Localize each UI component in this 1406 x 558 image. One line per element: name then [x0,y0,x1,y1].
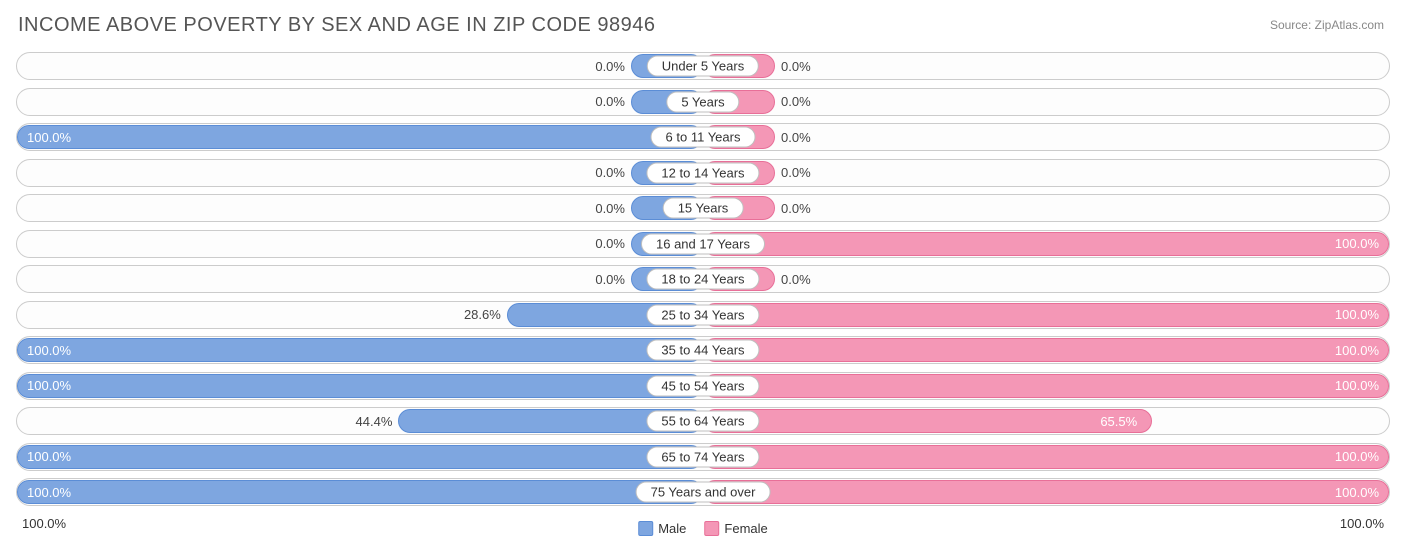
bar-female [703,232,1389,256]
chart-row: 0.0% 0.0% Under 5 Years [16,52,1390,80]
bar-female [703,445,1389,469]
value-label-female: 0.0% [781,195,811,221]
category-label: 65 to 74 Years [646,446,759,467]
bar-female [703,374,1389,398]
chart-row: 100.0% 100.0% 75 Years and over [16,478,1390,506]
chart-row: 100.0% 100.0% 65 to 74 Years [16,443,1390,471]
value-label-female: 100.0% [1335,444,1379,470]
category-label: 35 to 44 Years [646,340,759,361]
legend-item-male: Male [638,521,686,536]
value-label-female: 100.0% [1335,302,1379,328]
value-label-male: 0.0% [595,53,625,79]
bar-male [17,480,703,504]
legend-label-female: Female [724,521,767,536]
value-label-female: 0.0% [781,124,811,150]
value-label-male: 28.6% [464,302,501,328]
chart-row: 100.0% 100.0% 45 to 54 Years [16,372,1390,400]
value-label-male: 44.4% [356,408,393,434]
value-label-female: 100.0% [1335,337,1379,363]
chart-row: 0.0% 100.0% 16 and 17 Years [16,230,1390,258]
chart-row: 28.6% 100.0% 25 to 34 Years [16,301,1390,329]
value-label-female: 100.0% [1335,231,1379,257]
value-label-female: 100.0% [1335,373,1379,399]
category-label: 15 Years [663,198,744,219]
value-label-female: 0.0% [781,160,811,186]
category-label: 18 to 24 Years [646,269,759,290]
source-attribution: Source: ZipAtlas.com [1270,18,1384,32]
chart-row: 100.0% 0.0% 6 to 11 Years [16,123,1390,151]
legend-item-female: Female [704,521,767,536]
category-label: 45 to 54 Years [646,375,759,396]
bar-male [17,445,703,469]
value-label-female: 100.0% [1335,479,1379,505]
category-label: 5 Years [666,91,739,112]
value-label-female: 0.0% [781,89,811,115]
category-label: 16 and 17 Years [641,233,765,254]
category-label: 75 Years and over [636,482,771,503]
chart-row: 0.0% 0.0% 5 Years [16,88,1390,116]
category-label: Under 5 Years [647,56,759,77]
chart-row: 0.0% 0.0% 15 Years [16,194,1390,222]
value-label-male: 100.0% [27,124,71,150]
axis-label-left: 100.0% [22,516,66,531]
bar-male [17,374,703,398]
chart-row: 100.0% 100.0% 35 to 44 Years [16,336,1390,364]
axis-label-right: 100.0% [1340,516,1384,531]
chart-row: 44.4% 65.5% 55 to 64 Years [16,407,1390,435]
value-label-female: 0.0% [781,266,811,292]
population-pyramid-chart: 0.0% 0.0% Under 5 Years 0.0% 0.0% 5 Years 100.… [16,52,1390,514]
category-label: 12 to 14 Years [646,162,759,183]
value-label-female: 0.0% [781,53,811,79]
bar-female [703,303,1389,327]
value-label-male: 0.0% [595,89,625,115]
value-label-male: 100.0% [27,337,71,363]
legend-swatch-female [704,521,719,536]
bar-female [703,409,1152,433]
value-label-male: 0.0% [595,231,625,257]
legend: Male Female [638,521,768,536]
bar-male [17,338,703,362]
category-label: 25 to 34 Years [646,304,759,325]
value-label-male: 0.0% [595,195,625,221]
value-label-male: 100.0% [27,444,71,470]
value-label-male: 0.0% [595,266,625,292]
value-label-male: 100.0% [27,373,71,399]
value-label-male: 0.0% [595,160,625,186]
bar-female [703,480,1389,504]
chart-row: 0.0% 0.0% 18 to 24 Years [16,265,1390,293]
legend-swatch-male [638,521,653,536]
bar-male [17,125,703,149]
category-label: 55 to 64 Years [646,411,759,432]
chart-row: 0.0% 0.0% 12 to 14 Years [16,159,1390,187]
category-label: 6 to 11 Years [651,127,756,148]
bar-female [703,338,1389,362]
legend-label-male: Male [658,521,686,536]
chart-title: INCOME ABOVE POVERTY BY SEX AND AGE IN Z… [18,14,655,37]
value-label-female: 65.5% [1100,408,1137,434]
value-label-male: 100.0% [27,479,71,505]
